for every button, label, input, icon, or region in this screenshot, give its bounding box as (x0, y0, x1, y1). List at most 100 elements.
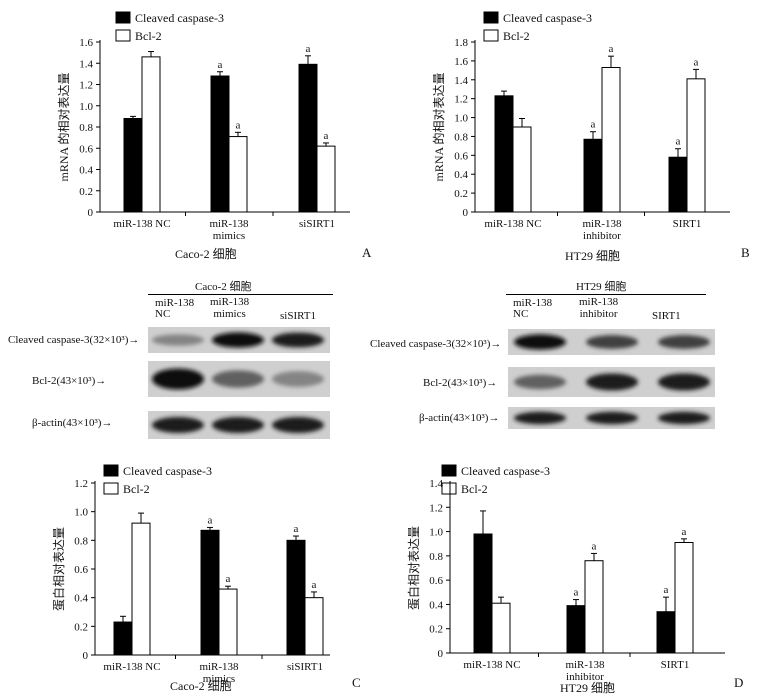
blot-band (658, 373, 710, 391)
lane-label: miR-138 NC (155, 298, 194, 320)
y-axis-title: mRNA 的相对表达量 (56, 72, 71, 181)
lane-label: siSIRT1 (280, 310, 316, 322)
significance-mark: a (664, 584, 669, 596)
y-tick-label: 1.4 (79, 58, 93, 70)
y-tick-label: 0.2 (79, 186, 93, 198)
bar (494, 95, 514, 213)
legend-swatch (103, 464, 119, 477)
blot-title: HT29 细胞 (576, 281, 627, 293)
bar (674, 542, 694, 654)
significance-mark: a (574, 587, 579, 599)
legend-label: Bcl-2 (123, 482, 150, 496)
blot-band (272, 371, 324, 387)
legend-swatch (483, 29, 499, 42)
row-label: β-actin(43×10³)→ (32, 417, 113, 429)
y-tick-label: 0 (438, 648, 444, 660)
x-tick-label: mimics (213, 230, 245, 242)
bar (113, 621, 133, 656)
x-tick-label: miR-138 NC (113, 218, 170, 230)
x-tick-label: inhibitor (583, 230, 621, 242)
y-tick-label: 0.8 (429, 551, 443, 563)
lane-label: miR-138 inhibitor (579, 296, 618, 320)
blot-image (148, 327, 330, 439)
panel-b-cellline: HT29 细胞 (565, 249, 620, 263)
lane-label: miR-138 NC (513, 298, 552, 320)
y-tick-label: 1.2 (454, 94, 468, 106)
blot-band (514, 411, 566, 425)
significance-mark: a (208, 514, 213, 526)
western-blot-ht29: HT29 细胞 miR-138 NC miR-138 inhibitor SIR… (370, 270, 763, 465)
y-tick-label: 0 (83, 650, 89, 662)
bar (218, 588, 238, 656)
blot-band (586, 411, 638, 425)
blot-band (514, 374, 566, 390)
y-tick-label: 0.4 (429, 599, 443, 611)
legend-swatch (441, 464, 457, 477)
bar (286, 539, 306, 656)
legend-label: Bcl-2 (135, 29, 162, 43)
bar (686, 78, 706, 213)
bar (123, 118, 143, 213)
y-tick-label: 0.8 (74, 535, 88, 547)
y-tick-label: 1.8 (454, 37, 468, 49)
bar (131, 522, 151, 656)
panel-a-letter: A (362, 245, 372, 260)
lane-label-line: SIRT1 (652, 310, 681, 322)
y-tick-label: 0 (88, 207, 94, 219)
significance-mark: a (226, 573, 231, 585)
lane-label-line: miR-138 (513, 297, 553, 309)
row-label: Bcl-2(43×10³)→ (32, 375, 107, 387)
x-tick-label: miR-138 NC (103, 661, 160, 673)
significance-mark: a (218, 59, 223, 71)
legend-label: Cleaved caspase-3 (135, 11, 224, 25)
row-label: β-actin(43×10³)→ (419, 412, 500, 424)
x-tick-label: SIRT1 (673, 218, 702, 230)
y-axis-title: 蛋白相对表达量 (406, 526, 421, 610)
lane-label-line: miR-138 (155, 297, 195, 309)
y-tick-label: 1.6 (79, 37, 93, 49)
row-label: Bcl-2(43×10³)→ (423, 377, 498, 389)
y-tick-label: 0 (463, 207, 469, 219)
bar (656, 611, 676, 654)
legend-swatch (103, 482, 119, 495)
blot-band (212, 370, 264, 388)
y-tick-label: 0.4 (454, 169, 468, 181)
x-tick-label: inhibitor (566, 671, 604, 683)
legend-label: Cleaved caspase-3 (503, 11, 592, 25)
lane-label-line: inhibitor (579, 308, 618, 320)
y-tick-label: 0.6 (429, 575, 443, 587)
y-axis-title: mRNA 的相对表达量 (431, 72, 446, 181)
significance-mark: a (294, 523, 299, 535)
x-tick-label: miR-138 NC (463, 659, 520, 671)
chart-a: Cleaved caspase-3 Bcl-2 0 0.2 0.4 0.6 0.8 1.0 1.… (56, 11, 350, 242)
bar (584, 560, 604, 654)
y-tick-label: 1.0 (454, 113, 468, 125)
bar (601, 67, 621, 213)
blot-title-rule (506, 294, 706, 295)
legend-swatch (115, 11, 131, 24)
panel-d-cellline: HT29 细胞 (560, 681, 615, 695)
blot-band (658, 411, 710, 425)
y-tick-label: 0.6 (79, 143, 93, 155)
x-tick-label: miR-138 NC (484, 218, 541, 230)
x-tick-label: miR-138 (582, 218, 622, 230)
significance-mark: a (306, 43, 311, 55)
legend-label: Cleaved caspase-3 (123, 464, 212, 478)
panel-a-cellline: Caco-2 细胞 (175, 247, 237, 261)
bar (316, 145, 336, 213)
x-tick-label: mimics (203, 673, 235, 685)
chart-b: Cleaved caspase-3 Bcl-2 0 0.2 0.4 0.6 0.8 1.0 1.… (431, 11, 730, 242)
lane-label-line: siSIRT1 (280, 310, 317, 322)
chart-d: Cleaved caspase-3 Bcl-2 0 0.2 0.4 0.6 0.8 1.0 1.… (406, 464, 725, 683)
blot-band (658, 335, 710, 349)
blot-band (586, 373, 638, 391)
bar (473, 533, 493, 654)
bar (210, 75, 230, 213)
y-tick-label: 1.2 (74, 478, 88, 490)
y-tick-label: 1.2 (79, 80, 93, 92)
lane-label-line: miR-138 (579, 296, 619, 308)
y-tick-label: 0.2 (454, 188, 468, 200)
lane-label: miR-138 mimics (210, 296, 249, 320)
significance-mark: a (676, 136, 681, 148)
panel-d-letter: D (734, 675, 744, 690)
